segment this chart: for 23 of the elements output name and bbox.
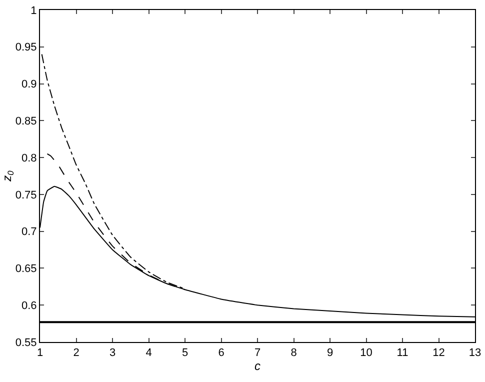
x-tick-label: 7 [254,347,261,360]
x-tick-label: 6 [218,347,224,360]
x-tick-label: 4 [146,347,152,360]
y-tick-label: 0.65 [15,263,37,276]
x-tick-label: 5 [182,347,188,360]
y-tick-label: 0.8 [22,152,37,164]
x-tick-label: 11 [396,347,408,360]
x-tick-label: 12 [432,347,445,360]
x-tick-label: 13 [468,347,482,360]
y-tick-label: 0.6 [22,300,37,312]
x-tick-label: 3 [109,347,116,360]
y-tick-label: 0.9 [22,78,37,91]
y-tick-label: 0.7 [22,226,37,238]
y-tick-label: 0.85 [15,116,37,128]
y-tick-label: 0.75 [15,189,37,202]
x-tick-label: 10 [360,347,372,360]
x-axis-title: c [254,359,260,374]
y-tick-label: 1 [30,4,37,17]
x-tick-label: 2 [73,347,80,360]
y-tick-label: 0.55 [15,336,37,349]
x-tick-label: 8 [290,347,297,360]
y-tick-label: 0.95 [15,42,37,54]
x-tick-label: 9 [326,347,334,360]
